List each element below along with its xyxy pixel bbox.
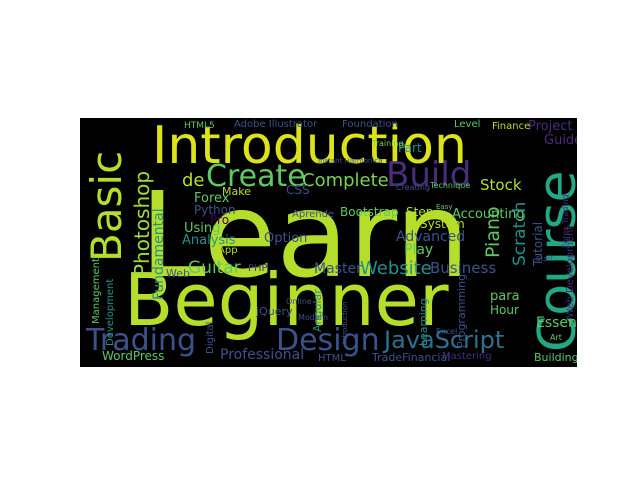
word-development: Development — [105, 278, 116, 346]
word-forex: Forex — [194, 191, 230, 206]
word-using: Using — [184, 221, 221, 236]
word-system: System — [420, 217, 465, 231]
word-build: Build — [386, 155, 472, 195]
word-mastering: Mastering — [442, 351, 492, 362]
word-wordpress: WordPress — [102, 349, 165, 363]
word-javascript: JavaScript — [384, 326, 505, 354]
word-easy: Easy — [436, 203, 453, 211]
word-cloud: Learn Beginner Introduction Course Basic Buil… — [80, 118, 577, 367]
word-level: Level — [454, 119, 481, 130]
word-aprende: Aprende — [292, 209, 335, 220]
word-play: Play — [404, 242, 434, 258]
word-start: Start — [536, 255, 554, 263]
word-adobe-illustrator: Adobe Illustrator — [234, 119, 318, 130]
word-excel: Excel — [436, 327, 458, 336]
word-html: HTML — [318, 353, 346, 364]
word-create: Create — [206, 159, 306, 194]
word-guitar: Guitar — [188, 258, 241, 278]
word-learn: Learn — [140, 166, 470, 304]
word-option: Option — [264, 231, 308, 246]
word-technique: Technique — [430, 181, 471, 190]
word-php: PHP — [248, 263, 268, 274]
word-art: Art — [550, 333, 562, 342]
word-introduction: Introduction — [152, 118, 467, 176]
word-introduction-small: Introduction — [341, 301, 349, 344]
word-programming: Programming — [455, 273, 468, 348]
word-angular: Angular — [311, 289, 324, 332]
word-web: Web — [166, 267, 190, 280]
word-trading: Trading — [86, 323, 197, 358]
word-complete: Complete — [302, 170, 389, 191]
word-website: Website — [360, 258, 432, 279]
word-part: Part — [398, 141, 422, 155]
word-guide: Guide — [544, 133, 577, 148]
word-advanced: Advanced — [396, 229, 466, 245]
word-para: para — [490, 289, 520, 304]
word-essential: Essential — [536, 315, 577, 331]
word-make: Make — [222, 185, 251, 198]
word-fundamental: Fundamental — [151, 208, 167, 300]
word-business: Business — [430, 259, 497, 277]
word-de: de — [182, 170, 205, 191]
word-analysis: Analysis — [182, 233, 236, 248]
word-hour: Hour — [490, 303, 519, 317]
word-jquery: jQuery — [256, 305, 293, 318]
word-design: Design — [276, 323, 380, 358]
word-stock: Stock — [480, 176, 522, 194]
word-professional: Professional — [220, 347, 305, 363]
word-beginner: Beginner — [124, 258, 449, 342]
word-master: Master — [314, 261, 362, 277]
word-forex-trading: Forex Trading — [561, 194, 570, 248]
word-instant-harmonica: Instant Harmonica — [318, 157, 383, 165]
word-online: Online — [286, 297, 312, 306]
word-accounting: Accounting — [452, 207, 525, 222]
word-photoshop: Photoshop — [130, 170, 154, 276]
word-python: Python — [194, 203, 236, 217]
word-finance: Finance — [492, 121, 531, 132]
word-pro: Pro — [210, 213, 230, 227]
word-bootstrap: Bootstrap — [340, 205, 399, 219]
word-building: Building — [534, 351, 577, 364]
word-project: Project — [528, 119, 573, 134]
word-tradefinancial: TradeFinancial — [372, 351, 451, 364]
word-basic: Basic — [82, 150, 131, 262]
word-training: Training — [372, 139, 404, 148]
word-foundation: Foundation — [342, 119, 398, 130]
word-html5: HTML5 — [184, 121, 215, 131]
word-css: CSS — [286, 183, 310, 197]
word-creating: Creating — [396, 183, 431, 192]
word-management: Management — [91, 258, 102, 324]
word-digital: Digital — [205, 321, 216, 354]
word-step: Step — [406, 205, 434, 219]
word-app: App — [218, 245, 238, 256]
word-learning: Learning — [417, 298, 430, 346]
word-modern: Modern — [298, 313, 329, 322]
